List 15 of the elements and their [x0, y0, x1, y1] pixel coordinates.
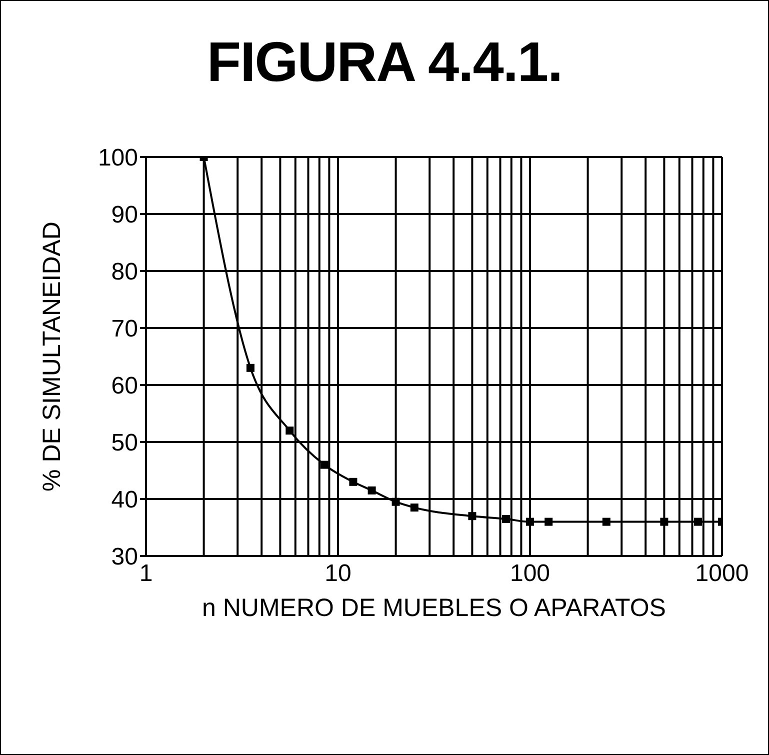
- x-tick-label: 10: [324, 560, 352, 588]
- y-tick-label: 90: [111, 202, 138, 229]
- y-tick-label: 80: [111, 258, 138, 286]
- y-tick-label: 50: [111, 430, 138, 457]
- y-axis-title: % DE SIMULTANEIDAD: [38, 222, 66, 492]
- y-tick-label: 30: [111, 544, 138, 571]
- x-tick-label: 1000: [695, 560, 749, 588]
- chart-title: FIGURA 4.4.1.: [206, 29, 564, 94]
- y-tick-label: 60: [111, 372, 138, 400]
- x-tick-label: 1: [139, 560, 153, 588]
- x-tick-label: 100: [510, 560, 550, 588]
- y-tick-label: 40: [111, 486, 138, 514]
- y-tick-label: 100: [98, 144, 138, 172]
- x-axis-title: n NUMERO DE MUEBLES O APARATOS: [202, 594, 666, 622]
- y-tick-label: 70: [111, 316, 138, 343]
